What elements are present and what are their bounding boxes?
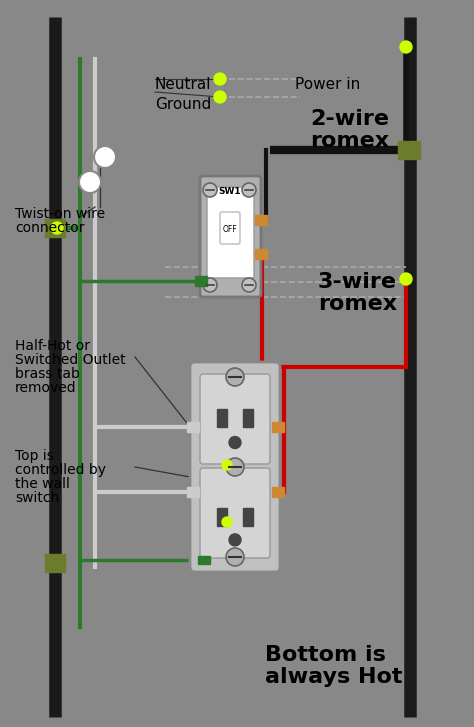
Circle shape	[203, 183, 217, 197]
Bar	[243, 409, 253, 427]
Bar	[217, 507, 227, 526]
Text: connector: connector	[15, 221, 84, 235]
Bar	[243, 507, 253, 526]
FancyBboxPatch shape	[200, 176, 261, 297]
Text: romex: romex	[318, 294, 397, 314]
Text: Switched Outlet: Switched Outlet	[15, 353, 126, 367]
Circle shape	[51, 222, 63, 234]
Circle shape	[242, 183, 256, 197]
Bar	[187, 422, 199, 432]
Text: Neutral: Neutral	[155, 77, 211, 92]
Circle shape	[203, 278, 217, 292]
Circle shape	[400, 41, 412, 53]
Text: SW1: SW1	[219, 187, 241, 196]
Text: brass tab: brass tab	[15, 367, 80, 381]
Text: Half-Hot or: Half-Hot or	[15, 339, 90, 353]
Bar	[45, 554, 65, 572]
Text: 3-wire: 3-wire	[318, 272, 397, 292]
Bar	[272, 487, 284, 497]
Text: switch: switch	[15, 491, 59, 505]
Text: Ground: Ground	[155, 97, 211, 112]
Bar	[187, 487, 199, 497]
FancyBboxPatch shape	[207, 187, 254, 278]
Circle shape	[222, 460, 232, 470]
Text: Top is: Top is	[15, 449, 54, 463]
Text: the wall: the wall	[15, 477, 70, 491]
Text: removed: removed	[15, 381, 77, 395]
Circle shape	[222, 517, 232, 527]
FancyBboxPatch shape	[200, 374, 270, 464]
Circle shape	[214, 73, 226, 85]
FancyBboxPatch shape	[190, 362, 280, 572]
Bar	[255, 215, 267, 225]
Bar	[272, 422, 284, 432]
Circle shape	[226, 368, 244, 386]
FancyBboxPatch shape	[200, 468, 270, 558]
Circle shape	[94, 146, 116, 168]
Circle shape	[79, 171, 101, 193]
Text: Power in: Power in	[295, 77, 360, 92]
Bar	[217, 409, 227, 427]
FancyBboxPatch shape	[220, 212, 240, 244]
Text: controlled by: controlled by	[15, 463, 106, 477]
Bar	[45, 219, 65, 237]
Circle shape	[242, 278, 256, 292]
Text: Bottom is: Bottom is	[265, 645, 386, 665]
Circle shape	[226, 458, 244, 476]
Bar	[398, 141, 420, 159]
Bar	[198, 556, 210, 564]
Circle shape	[226, 548, 244, 566]
Circle shape	[400, 273, 412, 285]
Text: 2-wire: 2-wire	[310, 109, 389, 129]
Text: Twist-on wire: Twist-on wire	[15, 207, 105, 221]
Circle shape	[229, 436, 241, 449]
Text: always Hot: always Hot	[265, 667, 402, 687]
Text: OFF: OFF	[223, 225, 237, 233]
Bar	[255, 249, 267, 259]
Text: romex: romex	[310, 131, 389, 151]
Circle shape	[229, 534, 241, 546]
Bar	[195, 276, 207, 286]
Circle shape	[214, 91, 226, 103]
